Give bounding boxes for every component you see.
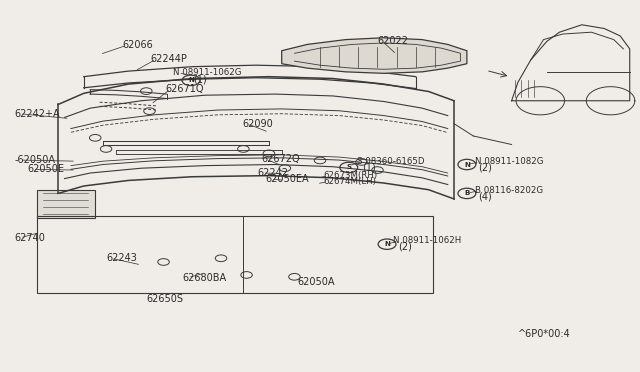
Text: 62244P: 62244P: [151, 54, 188, 64]
Text: S: S: [346, 164, 351, 170]
Text: B: B: [464, 190, 470, 196]
Text: N: N: [188, 77, 194, 83]
Bar: [37, 216, 433, 294]
Text: (2): (2): [478, 163, 492, 173]
Text: 62090: 62090: [242, 119, 273, 129]
Text: N 08911-1062H: N 08911-1062H: [394, 236, 461, 246]
Text: (2): (2): [399, 241, 412, 251]
Text: 62671Q: 62671Q: [166, 84, 204, 94]
Text: N: N: [464, 161, 470, 167]
Text: 62740: 62740: [15, 233, 45, 243]
Text: 62674M(LH): 62674M(LH): [323, 177, 376, 186]
Text: 62242+A: 62242+A: [15, 109, 60, 119]
Text: 62066: 62066: [122, 40, 153, 50]
Text: B 08116-8202G: B 08116-8202G: [474, 186, 543, 195]
Text: 62022: 62022: [378, 36, 408, 46]
Text: 62243: 62243: [106, 253, 137, 263]
Text: 62680BA: 62680BA: [182, 273, 227, 283]
Text: (1): (1): [193, 74, 207, 84]
Text: 62650S: 62650S: [147, 294, 183, 304]
Text: N 08911-1062G: N 08911-1062G: [173, 68, 242, 77]
Text: 62050E: 62050E: [28, 164, 65, 174]
Text: 62242: 62242: [257, 168, 289, 178]
Text: N: N: [384, 241, 390, 247]
Text: S 08360-6165D: S 08360-6165D: [357, 157, 424, 166]
Text: 62050EA: 62050EA: [266, 174, 309, 185]
Text: N 08911-1082G: N 08911-1082G: [474, 157, 543, 166]
Polygon shape: [282, 38, 467, 73]
Text: 62050A: 62050A: [297, 278, 335, 287]
Text: (4): (4): [478, 191, 492, 201]
Text: 62673M(RH): 62673M(RH): [323, 171, 378, 180]
Text: 62672Q: 62672Q: [261, 154, 300, 164]
Text: -62050A: -62050A: [15, 155, 56, 165]
Text: (1): (1): [362, 163, 376, 173]
Text: ^6P0*00:4: ^6P0*00:4: [518, 329, 571, 339]
Bar: [37, 190, 95, 218]
